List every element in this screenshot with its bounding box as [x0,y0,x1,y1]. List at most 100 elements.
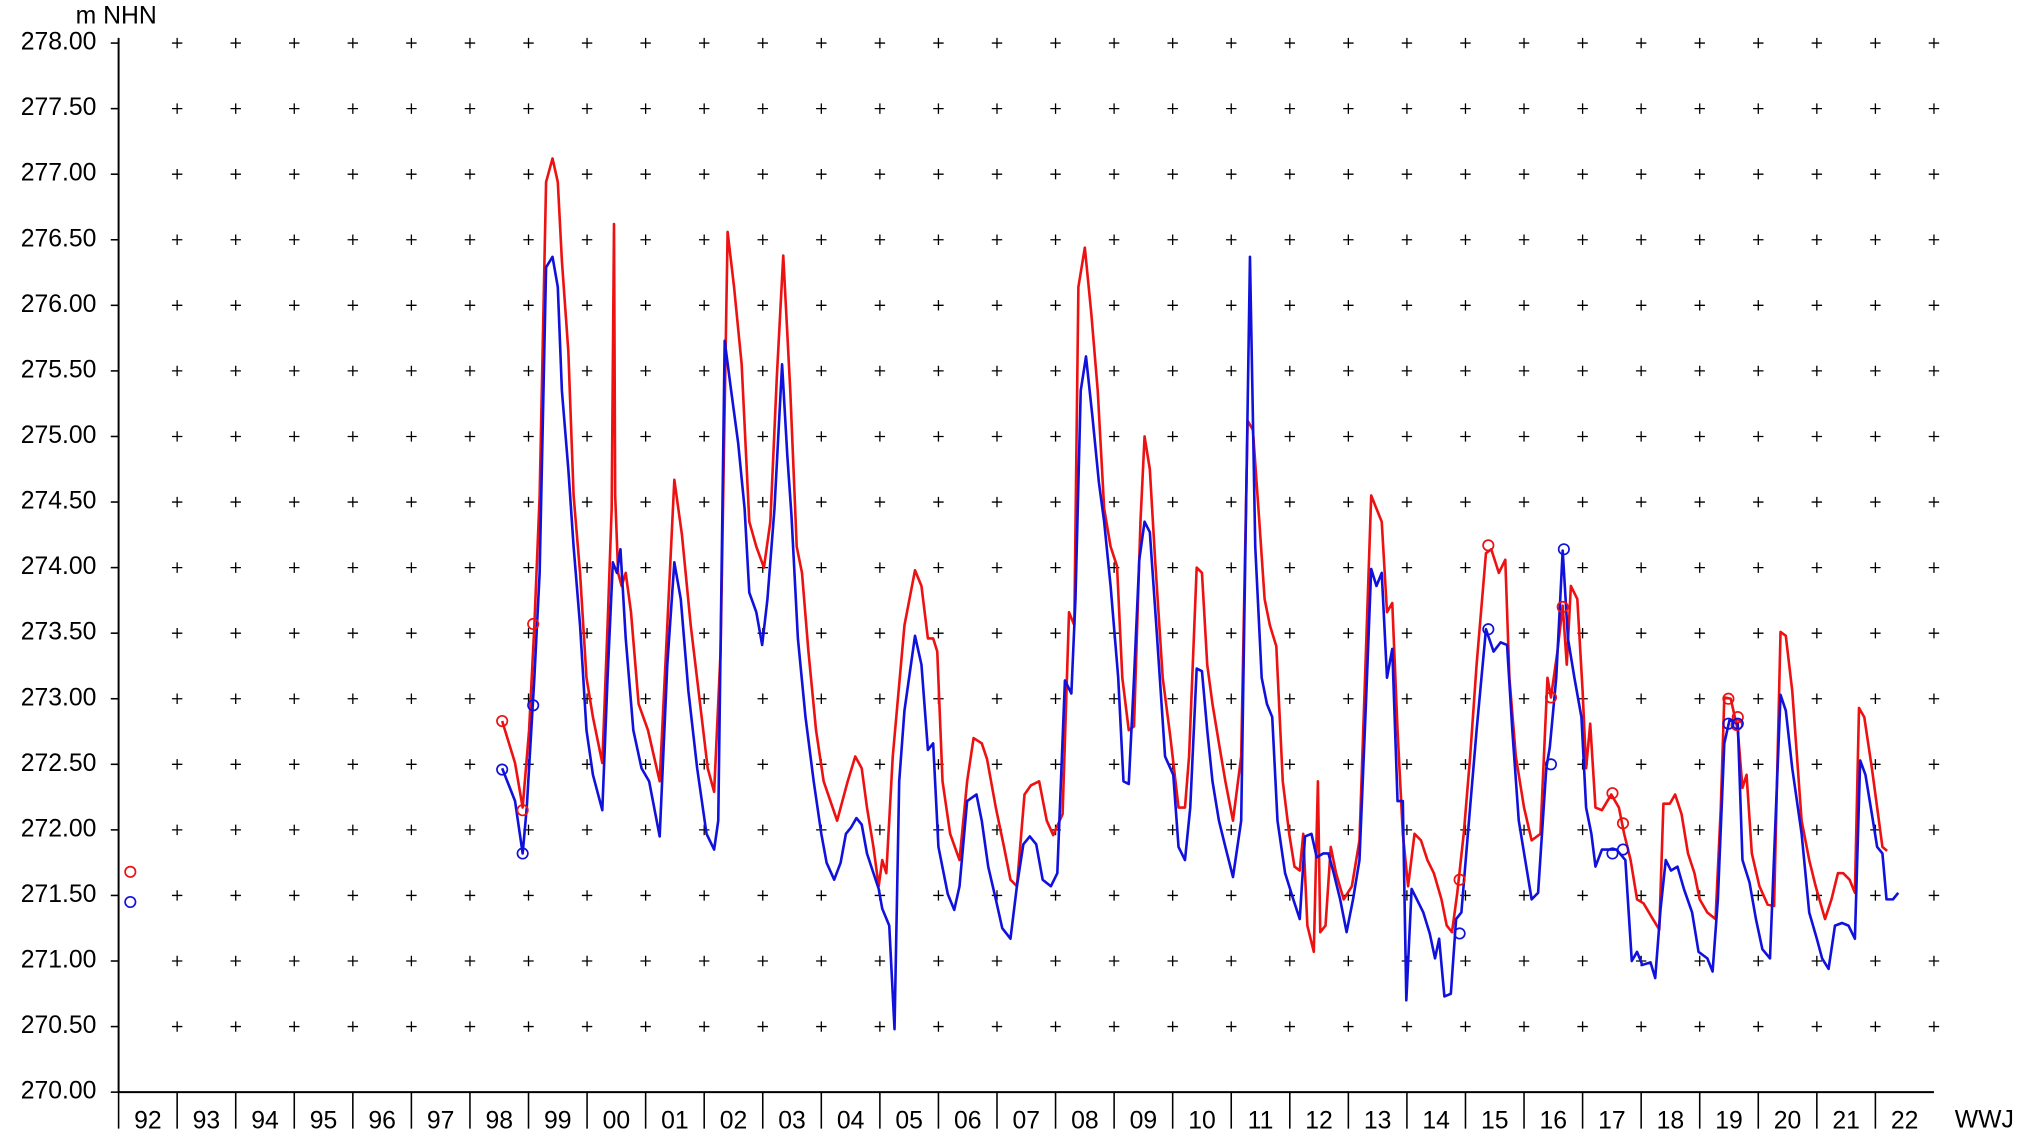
grid-plus [1753,955,1764,967]
y-tick-label: 276.00 [21,291,97,318]
grid-plus [1635,759,1647,770]
y-tick-label: 276.50 [21,225,97,252]
marker [1482,623,1495,636]
grid-plus [523,496,534,508]
grid-plus [464,103,476,114]
grid-plus [1694,562,1705,573]
marker [1557,543,1570,556]
marker [1606,787,1619,800]
x-tick-label: 96 [368,1108,396,1130]
grid-plus [523,37,534,49]
grid-plus [1343,955,1354,967]
grid-plus [1460,365,1471,377]
grid-plus [289,37,300,49]
grid-plus [640,365,651,377]
marker [1731,717,1744,730]
grid-plus [1577,168,1588,180]
grid-plus [1226,431,1237,442]
grid-plus [1870,37,1881,49]
marker [527,617,540,631]
grid-plus [1811,824,1823,836]
grid-plus [1753,300,1764,311]
grid-plus [347,627,359,639]
grid-plus [406,103,417,114]
grid-plus [816,562,827,573]
grid-plus [1108,693,1120,704]
grid-plus [1635,824,1647,836]
grid-plus [1928,234,1940,245]
grid-plus [1401,168,1413,180]
grid-plus [1284,234,1296,245]
grid-plus [1518,759,1530,770]
grid-plus [1108,431,1120,442]
grid-plus [1284,365,1296,377]
grid-plus [757,496,768,508]
grid-plus [1401,1021,1413,1032]
grid-plus [698,496,710,508]
grid-plus [1108,234,1120,245]
grid-plus [523,1021,534,1032]
grid-plus [581,168,593,180]
x-tick-label: 17 [1598,1108,1626,1130]
grid-plus [1577,562,1588,573]
grid-plus [1870,955,1881,967]
y-tick-label: 274.50 [21,488,97,515]
grid-plus [1401,365,1413,377]
grid-plus [230,168,241,180]
grid-plus [1694,693,1705,704]
grid-plus [1635,431,1647,442]
grid-plus [991,365,1003,377]
grid-plus [874,759,886,770]
grid-plus [1870,1021,1881,1032]
grid-plus [1050,365,1061,377]
grid-plus [1226,824,1237,836]
grid-plus [1811,496,1823,508]
x-tick-label: 11 [1248,1108,1274,1130]
grid-plus [757,824,768,836]
grid-plus [1108,300,1120,311]
grid-plus [1050,431,1061,442]
grid-plus [347,1021,359,1032]
grid-plus [816,693,827,704]
grid-plus [816,37,827,49]
grid-plus [1343,234,1354,245]
grid-plus [1811,627,1823,639]
grid-plus [1694,627,1705,639]
grid-plus [1460,1021,1471,1032]
grid-plus [1226,759,1237,770]
grid-plus [406,431,417,442]
grid-plus [1811,1021,1823,1032]
grid-plus [933,496,944,508]
grid-plus [1518,431,1530,442]
grid-plus [1928,693,1940,704]
grid-plus [933,890,944,901]
grid-plus [1343,431,1354,442]
grid-plus [1694,37,1705,49]
x-tick-label: 02 [720,1108,748,1130]
grid-plus [933,37,944,49]
grid-plus [347,759,359,770]
grid-plus [1928,431,1940,442]
grid-plus [464,562,476,573]
grid-plus [171,562,183,573]
grid-plus [1284,955,1296,967]
marker [124,895,137,909]
grid-plus [640,824,651,836]
grid-plus [1870,168,1881,180]
grid-plus [874,693,886,704]
grid-plus [1518,562,1530,573]
grid-plus [289,562,300,573]
x-tick-label: 04 [837,1108,865,1130]
grid-plus [640,759,651,770]
grid-plus [1811,759,1823,770]
grid-plus [1694,824,1705,836]
grid-plus [816,365,827,377]
grid-plus [1460,300,1471,311]
grid-plus [991,759,1003,770]
y-tick-label: 275.50 [21,356,97,383]
x-tick-label: 13 [1364,1108,1392,1130]
x-tick-label: 98 [485,1108,513,1130]
grid-plus [1343,1021,1354,1032]
grid-plus [289,890,300,901]
x-tick-label: 92 [134,1108,162,1130]
